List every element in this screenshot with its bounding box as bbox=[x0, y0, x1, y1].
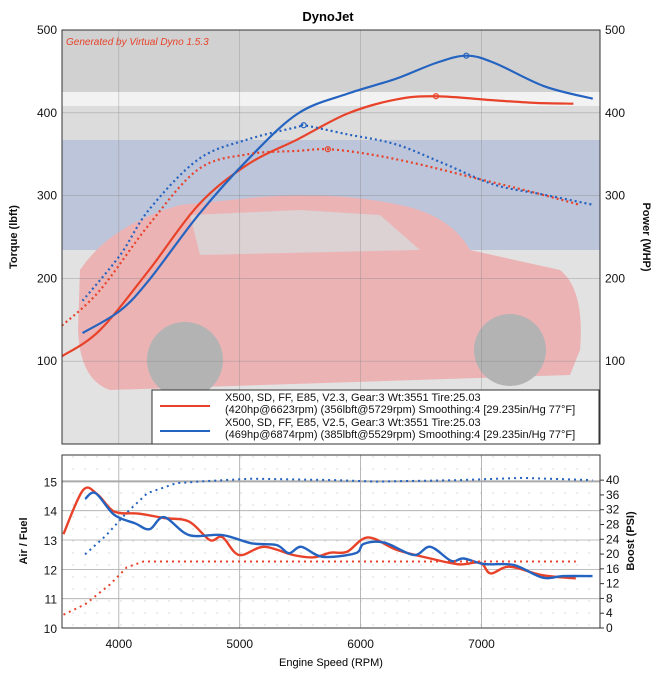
y-tick-label-left: 100 bbox=[37, 354, 57, 368]
afr-tick-label: 12 bbox=[44, 563, 58, 577]
y-tick-label-left: 300 bbox=[37, 189, 57, 203]
power-peak-marker-V2.3 bbox=[432, 93, 440, 100]
y-tick-label-right: 200 bbox=[605, 271, 625, 285]
y-tick-label-left: 400 bbox=[37, 106, 57, 120]
boost-curve-V2.3 bbox=[63, 560, 576, 616]
boost-tick-label: 4 bbox=[606, 606, 613, 620]
legend-v23-line1: X500, SD, FF, E85, V2.3, Gear:3 Wt:3551 … bbox=[225, 392, 481, 404]
power-curve-V2.3 bbox=[62, 95, 574, 358]
boost-tick-label: 8 bbox=[606, 591, 613, 605]
boost-tick-label: 40 bbox=[606, 473, 620, 487]
y-axis-label-boost: Boost (PSI) bbox=[625, 511, 637, 571]
legend-v23-line2: (420hp@6623rpm) (356lbft@5729rpm) Smooth… bbox=[225, 404, 575, 416]
boost-tick-label: 28 bbox=[606, 517, 620, 531]
afr-tick-label: 11 bbox=[45, 593, 58, 607]
afr-tick-label: 13 bbox=[44, 534, 58, 548]
afr-tick-label: 14 bbox=[44, 505, 58, 519]
legend: X500, SD, FF, E85, V2.3, Gear:3 Wt:3551 … bbox=[151, 389, 600, 445]
y-axis-label-torque: Torque (lbft) bbox=[8, 205, 20, 269]
boost-tick-label: 20 bbox=[606, 547, 620, 561]
legend-v25-line1: X500, SD, FF, E85, V2.5, Gear:3 Wt:3551 … bbox=[225, 417, 481, 429]
y-tick-label-right: 100 bbox=[605, 354, 625, 368]
y-tick-label-left: 200 bbox=[37, 271, 57, 285]
y-axis-label-afr: Air / Fuel bbox=[18, 517, 30, 564]
boost-tick-label: 24 bbox=[606, 532, 620, 546]
legend-v25-line2: (469hp@6874rpm) (385lbft@5529rpm) Smooth… bbox=[225, 429, 575, 441]
bottom-plot-bg bbox=[62, 455, 600, 628]
torque-curve-V2.3 bbox=[62, 148, 580, 327]
y-tick-label-left: 500 bbox=[37, 23, 57, 37]
power-curve-V2.5 bbox=[81, 54, 594, 334]
chart-title: DynoJet bbox=[302, 9, 354, 24]
watermark: Generated by Virtual Dyno 1.5.3 bbox=[66, 37, 209, 48]
y-axis-label-power: Power (WHP) bbox=[640, 202, 652, 271]
x-tick-label: 6000 bbox=[347, 637, 374, 651]
x-tick-label: 4000 bbox=[105, 637, 132, 651]
afr-tick-label: 10 bbox=[44, 622, 58, 636]
boost-tick-label: 0 bbox=[606, 621, 613, 635]
y-tick-label-right: 300 bbox=[605, 189, 625, 203]
torque-peak-marker-V2.3 bbox=[324, 146, 331, 153]
background-photo bbox=[62, 30, 600, 444]
power-peak-marker-V2.5 bbox=[463, 52, 470, 59]
bottom-plot-frame bbox=[61, 454, 601, 629]
torque-peak-marker-V2.5 bbox=[300, 122, 307, 129]
x-axis-label: Engine Speed (RPM) bbox=[279, 657, 383, 669]
y-tick-label-right: 500 bbox=[605, 23, 625, 37]
y-tick-label-right: 400 bbox=[605, 106, 625, 120]
boost-tick-label: 32 bbox=[606, 503, 620, 517]
boost-tick-label: 12 bbox=[606, 577, 620, 591]
boost-tick-label: 16 bbox=[606, 562, 620, 576]
afr-curve-V2.5 bbox=[84, 491, 593, 580]
afr-tick-label: 15 bbox=[44, 475, 58, 489]
boost-tick-label: 36 bbox=[606, 488, 620, 502]
x-tick-label: 5000 bbox=[226, 637, 253, 651]
x-tick-label: 7000 bbox=[468, 637, 495, 651]
